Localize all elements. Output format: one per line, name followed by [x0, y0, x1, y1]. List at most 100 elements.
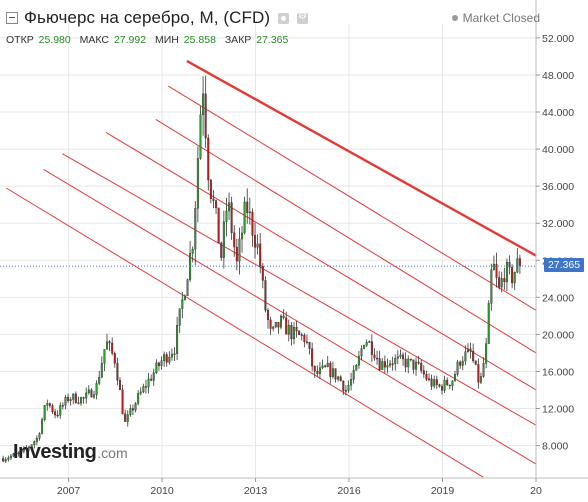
candle-body: [215, 200, 218, 209]
channel-line: [168, 85, 536, 311]
candle-body: [56, 414, 59, 417]
channel-line: [62, 153, 536, 426]
market-status: Market Closed: [451, 11, 540, 25]
candle-body: [324, 365, 327, 368]
candle-body: [505, 262, 508, 283]
candle-body: [9, 455, 12, 459]
candle-body: [381, 361, 384, 370]
candle-body: [82, 397, 85, 399]
candle-body: [360, 348, 363, 357]
candle-body: [469, 348, 472, 352]
candle-body: [186, 279, 189, 297]
candle-body: [508, 262, 511, 268]
candle-body: [266, 310, 270, 321]
candle-body: [495, 263, 498, 278]
candle-body: [194, 208, 197, 250]
candle-body: [256, 243, 259, 248]
candle-body: [72, 393, 75, 400]
candle-body: [472, 350, 475, 362]
high-label: МАКС: [79, 34, 110, 46]
candle-body: [485, 343, 488, 364]
candle-body: [303, 334, 306, 342]
candle-body: [235, 246, 238, 262]
candle-body: [290, 324, 293, 340]
high-value: 27.992: [113, 34, 147, 46]
candle-body: [228, 202, 231, 212]
x-tick-label: 2019: [431, 485, 455, 497]
candle-body: [342, 380, 345, 391]
candle-body: [428, 378, 431, 380]
collapse-icon[interactable]: [6, 12, 18, 24]
candle-body: [17, 452, 20, 455]
candle-body: [404, 358, 407, 368]
candle-body: [93, 394, 96, 398]
candle-body: [85, 392, 88, 399]
candle-body: [277, 322, 280, 328]
candle-body: [105, 341, 108, 350]
candle-body: [370, 341, 373, 356]
y-tick-label: 12.000: [542, 404, 574, 416]
candle-body: [131, 408, 134, 411]
candle-body: [464, 351, 467, 362]
x-tick-label: 2010: [150, 485, 174, 497]
candle-body: [139, 391, 142, 394]
y-tick-label: 32.000: [542, 218, 574, 230]
y-tick-label: 40.000: [542, 144, 574, 156]
candle-body: [204, 93, 207, 139]
candle-body: [503, 278, 506, 283]
candle-body: [352, 370, 355, 380]
candle-body: [500, 278, 503, 288]
candle-body: [80, 397, 83, 404]
candle-body: [103, 349, 106, 364]
y-tick-label: 36.000: [542, 181, 574, 193]
candle-body: [74, 393, 77, 403]
candle-body: [69, 399, 72, 401]
candle-body: [64, 397, 67, 406]
candle-body: [269, 319, 272, 329]
settings-icon[interactable]: [297, 11, 309, 24]
candle-body: [292, 327, 295, 340]
channel-line: [105, 131, 536, 391]
candle-body: [282, 315, 285, 318]
candle-body: [15, 453, 18, 455]
candle-body: [396, 356, 399, 359]
candle-body: [254, 235, 257, 248]
candle-body: [134, 403, 137, 411]
candle-body: [152, 372, 155, 381]
candle-body: [7, 457, 10, 460]
investing-logo: Investing .com: [13, 441, 128, 464]
candle-body: [511, 266, 514, 284]
candle-body: [316, 371, 319, 374]
candle-body: [433, 379, 436, 387]
candle-body: [150, 378, 153, 381]
candle-body: [344, 390, 347, 392]
candle-body: [209, 179, 212, 200]
candle-body: [30, 444, 33, 448]
logo-name: Investing: [13, 441, 97, 463]
candle-body: [113, 353, 116, 364]
candle-body: [453, 374, 456, 382]
candle-body: [305, 341, 308, 343]
candle-body: [409, 358, 412, 361]
candle-body: [357, 355, 360, 366]
visibility-icon[interactable]: [278, 12, 290, 24]
candle-body: [155, 362, 158, 373]
y-tick-label: 44.000: [542, 107, 574, 119]
candle-body: [425, 374, 428, 380]
candle-body: [222, 221, 225, 258]
candle-body: [435, 379, 438, 385]
channel-line: [155, 119, 536, 354]
close-value: 27.365: [256, 34, 289, 46]
candle-body: [261, 265, 264, 281]
candle-body: [54, 411, 57, 416]
candle-body: [363, 344, 366, 349]
x-tick-label: 20: [530, 485, 542, 497]
candle-body: [59, 405, 62, 416]
candle-body: [22, 448, 25, 452]
close-label: ЗАКР: [224, 34, 252, 46]
candle-body: [466, 348, 469, 353]
candle-body: [259, 243, 262, 267]
candle-body: [178, 308, 181, 326]
